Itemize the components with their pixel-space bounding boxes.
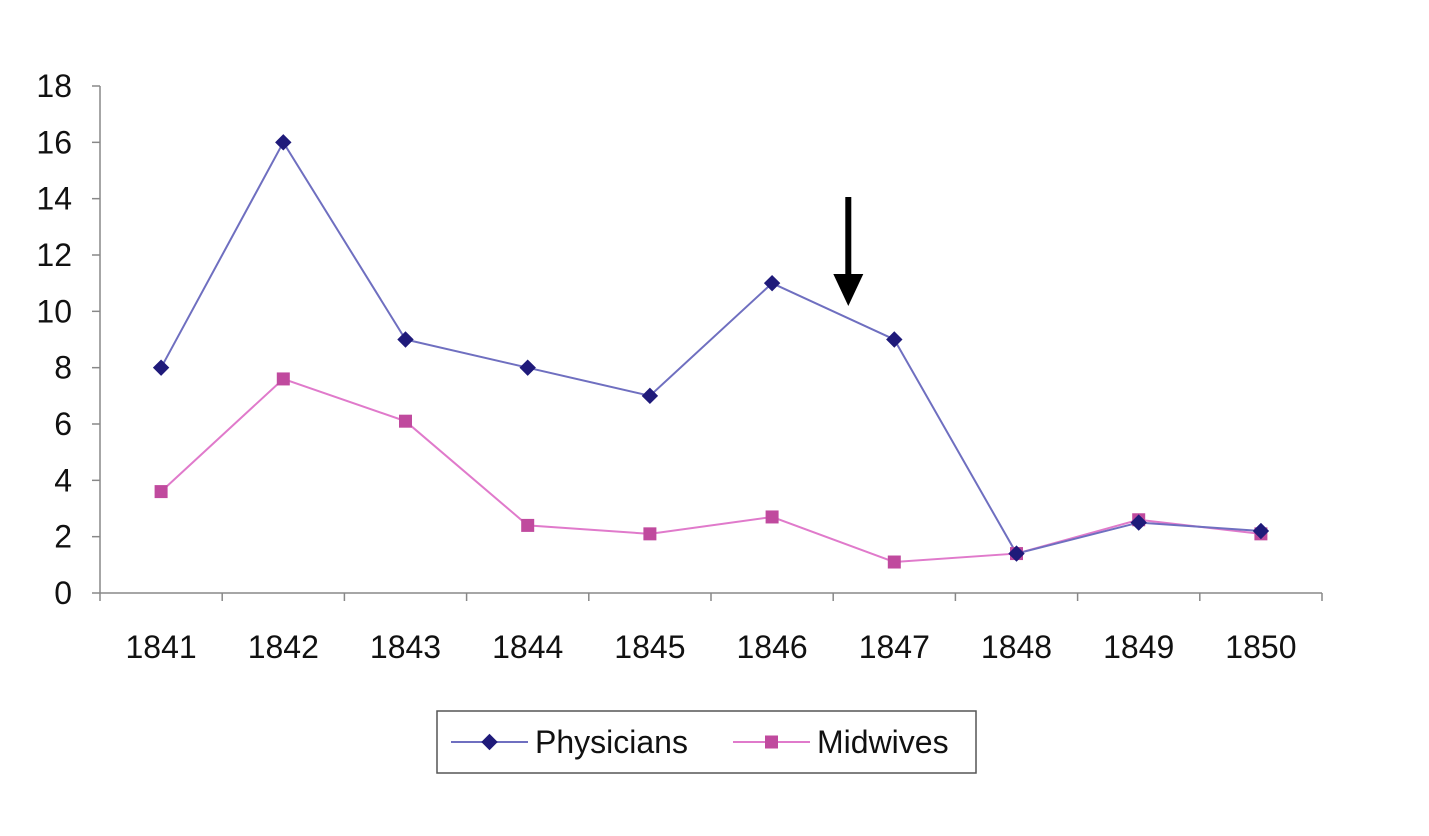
x-tick-label: 1846 [737, 629, 808, 665]
data-point-physicians [1130, 514, 1147, 531]
x-tick-label: 1849 [1103, 629, 1174, 665]
series-line-midwives [160, 377, 1262, 564]
y-tick-label: 16 [36, 124, 72, 160]
chart-axes: 0 2 4 6 8 10 12 14 16 18 1841 1842 1843 1844 1845 1846 1… [36, 68, 1323, 665]
data-point-midwives [154, 485, 168, 499]
legend: Physicians Midwives [436, 710, 977, 774]
legend-label-physicians: Physicians [535, 724, 688, 760]
data-point-physicians [275, 134, 292, 151]
legend-label-midwives: Midwives [817, 724, 949, 760]
x-tick-label: 1842 [248, 629, 319, 665]
y-tick-label: 14 [36, 181, 72, 217]
y-tick-label: 10 [36, 293, 72, 329]
x-tick-label: 1844 [492, 629, 563, 665]
data-point-physicians [763, 274, 781, 292]
x-tick-label: 1845 [614, 629, 685, 665]
y-tick-label: 18 [36, 68, 72, 104]
data-point-midwives [521, 518, 535, 532]
arrow-head [833, 274, 864, 306]
data-point-midwives [399, 414, 412, 428]
x-tick-label: 1843 [370, 629, 441, 665]
y-tick-label: 0 [54, 575, 72, 611]
data-point-midwives [887, 555, 901, 569]
x-tick-label: 1848 [981, 629, 1052, 665]
y-tick-label: 8 [54, 350, 72, 386]
data-point-physicians [641, 387, 659, 405]
legend-marker-physicians [481, 733, 498, 751]
data-point-physicians [152, 359, 170, 376]
series-lines [160, 140, 1262, 564]
data-point-physicians [1008, 545, 1025, 562]
y-tick-label: 6 [54, 406, 72, 442]
x-tick-label: 1850 [1225, 629, 1296, 665]
legend-marker-midwives [765, 735, 778, 749]
data-point-midwives [765, 510, 779, 524]
y-tick-label: 4 [54, 462, 72, 498]
data-point-midwives [276, 372, 290, 386]
arrow-annotation [833, 197, 864, 306]
data-point-physicians [397, 331, 414, 348]
series-markers [152, 134, 1270, 569]
data-point-physicians [519, 359, 536, 376]
x-tick-label: 1841 [126, 629, 197, 665]
data-point-midwives [643, 527, 657, 541]
y-tick-label: 2 [54, 519, 72, 555]
data-point-physicians [1252, 522, 1270, 540]
series-line-physicians [160, 140, 1261, 555]
data-point-physicians [886, 331, 903, 348]
y-tick-label: 12 [36, 237, 72, 273]
x-tick-label: 1847 [859, 629, 930, 665]
